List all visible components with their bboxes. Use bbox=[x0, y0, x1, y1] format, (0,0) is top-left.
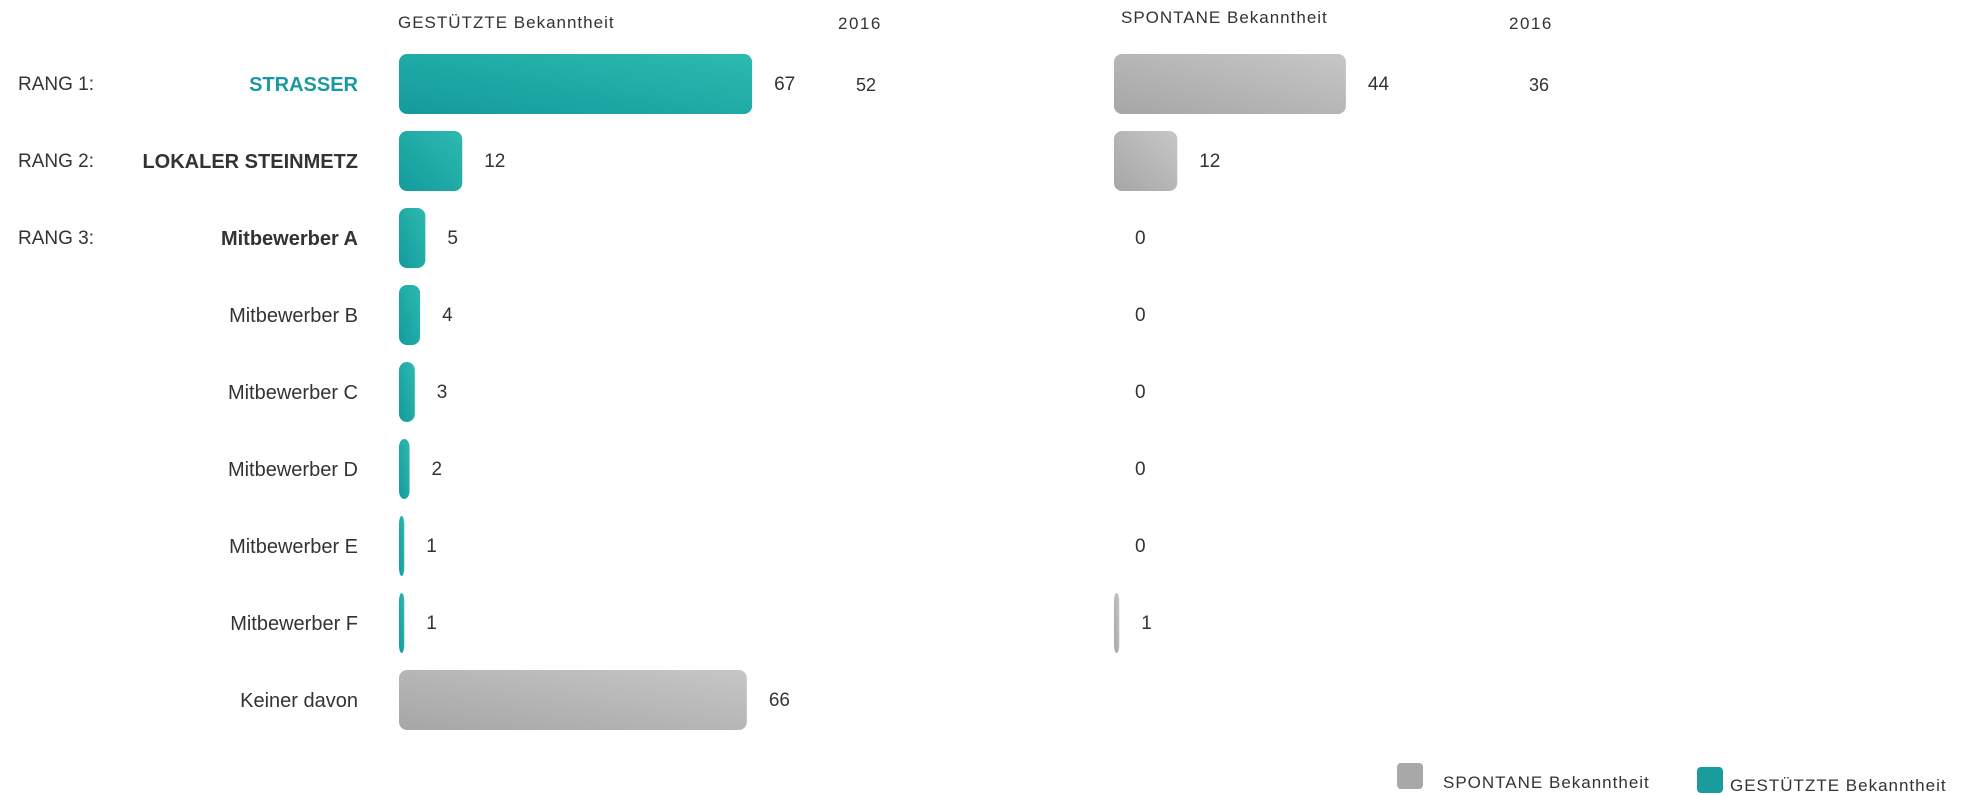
legend-label-spontan: SPONTANE Bekanntheit bbox=[1443, 773, 1650, 792]
category-label-1: STRASSER bbox=[249, 74, 358, 96]
category-label-9: Keiner davon bbox=[240, 690, 358, 712]
legend-swatch-spontan bbox=[1397, 763, 1423, 789]
value-label-spontan-1: 44 bbox=[1368, 74, 1390, 95]
category-label-6: Mitbewerber D bbox=[228, 459, 358, 481]
bar-gestuetzt-1 bbox=[399, 54, 753, 114]
bar-gestuetzt-6 bbox=[399, 439, 410, 499]
bar-spontan-8 bbox=[1114, 593, 1120, 653]
value-label-gestuetzt-6: 2 bbox=[432, 459, 443, 480]
bar-spontan-2 bbox=[1114, 131, 1178, 191]
bar-gestuetzt-9 bbox=[399, 670, 747, 730]
rank-label-2: RANG 2: bbox=[18, 151, 94, 172]
value-label-gestuetzt-1: 67 bbox=[774, 74, 795, 95]
value-label-gestuetzt-4: 4 bbox=[442, 305, 453, 326]
value-label-gestuetzt-9: 66 bbox=[769, 690, 790, 711]
category-label-5: Mitbewerber C bbox=[228, 382, 358, 404]
value-label-spontan-4: 0 bbox=[1135, 305, 1146, 326]
category-label-7: Mitbewerber E bbox=[229, 536, 358, 558]
bar-spontan-1 bbox=[1114, 54, 1346, 114]
legend-swatch-gestuetzt bbox=[1697, 767, 1723, 793]
value-label-spontan-5: 0 bbox=[1135, 382, 1146, 403]
right-panel-title: SPONTANE Bekanntheit bbox=[1121, 8, 1328, 27]
value-label-gestuetzt-2: 12 bbox=[484, 151, 505, 172]
bar-gestuetzt-3 bbox=[399, 208, 426, 268]
value-label-spontan-7: 0 bbox=[1135, 536, 1146, 557]
bar-gestuetzt-5 bbox=[399, 362, 415, 422]
comparison-2016-spontan-1: 36 bbox=[1529, 75, 1549, 95]
category-label-2: LOKALER STEINMETZ bbox=[142, 151, 358, 173]
left-panel-title: GESTÜTZTE Bekanntheit bbox=[398, 13, 615, 32]
value-label-gestuetzt-7: 1 bbox=[426, 536, 437, 557]
bar-gestuetzt-4 bbox=[399, 285, 421, 345]
category-label-8: Mitbewerber F bbox=[230, 613, 358, 635]
value-label-spontan-2: 12 bbox=[1199, 151, 1220, 172]
value-label-spontan-6: 0 bbox=[1135, 459, 1146, 480]
value-label-gestuetzt-8: 1 bbox=[426, 613, 437, 634]
rank-label-3: RANG 3: bbox=[18, 228, 94, 249]
value-label-gestuetzt-5: 3 bbox=[437, 382, 448, 403]
comparison-2016-gestuetzt-1: 52 bbox=[856, 75, 876, 95]
value-label-gestuetzt-3: 5 bbox=[447, 228, 458, 249]
right-panel-year: 2016 bbox=[1509, 14, 1553, 33]
rank-label-1: RANG 1: bbox=[18, 74, 94, 95]
category-label-4: Mitbewerber B bbox=[229, 305, 358, 327]
legend: SPONTANE Bekanntheit GESTÜTZTE Bekannthe… bbox=[1397, 763, 1947, 795]
legend-label-gestuetzt: GESTÜTZTE Bekanntheit bbox=[1730, 776, 1947, 795]
value-label-spontan-3: 0 bbox=[1135, 228, 1146, 249]
left-panel-year: 2016 bbox=[838, 14, 882, 33]
category-label-3: Mitbewerber A bbox=[221, 228, 358, 250]
bar-gestuetzt-2 bbox=[399, 131, 463, 191]
value-label-spontan-8: 1 bbox=[1141, 613, 1152, 634]
bar-gestuetzt-8 bbox=[399, 593, 405, 653]
bar-gestuetzt-7 bbox=[399, 516, 405, 576]
